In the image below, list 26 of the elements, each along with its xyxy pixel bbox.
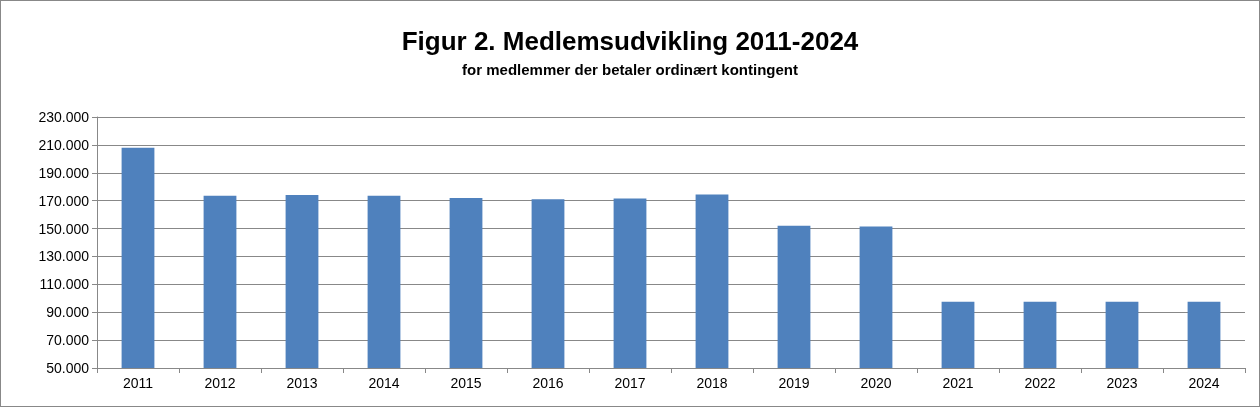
y-tick-label: 210.000 xyxy=(38,136,90,153)
x-tick-label: 2016 xyxy=(532,375,564,391)
x-tick-label: 2014 xyxy=(368,375,400,391)
x-tick-label: 2012 xyxy=(204,375,236,391)
y-tick-label: 110.000 xyxy=(39,276,90,293)
chart-title: Figur 2. Medlemsudvikling 2011-2024 xyxy=(401,26,859,56)
y-tick-label: 150.000 xyxy=(38,220,90,237)
y-tick-label: 190.000 xyxy=(38,164,90,181)
x-tick-label: 2023 xyxy=(1106,375,1138,391)
x-tick-label: 2020 xyxy=(860,375,892,391)
x-tick-label: 2013 xyxy=(286,375,318,391)
chart-subtitle: for medlemmer der betaler ordinært kontingent xyxy=(462,61,798,78)
x-tick-label: 2022 xyxy=(1024,375,1056,391)
y-tick-label: 90.000 xyxy=(46,304,90,321)
x-tick-label: 2021 xyxy=(942,375,974,391)
y-tick-label: 50.000 xyxy=(46,360,90,376)
x-tick-label: 2017 xyxy=(614,375,646,391)
x-tick-label: 2015 xyxy=(450,375,482,391)
x-tick-label: 2018 xyxy=(696,375,728,391)
y-tick-label: 70.000 xyxy=(46,332,90,349)
y-tick-label: 230.000 xyxy=(38,109,90,125)
y-tick-label: 170.000 xyxy=(38,192,90,209)
x-tick-label: 2011 xyxy=(122,375,154,391)
x-tick-label: 2019 xyxy=(778,375,810,391)
y-tick-label: 130.000 xyxy=(38,248,90,265)
x-tick-label: 2024 xyxy=(1188,375,1220,391)
